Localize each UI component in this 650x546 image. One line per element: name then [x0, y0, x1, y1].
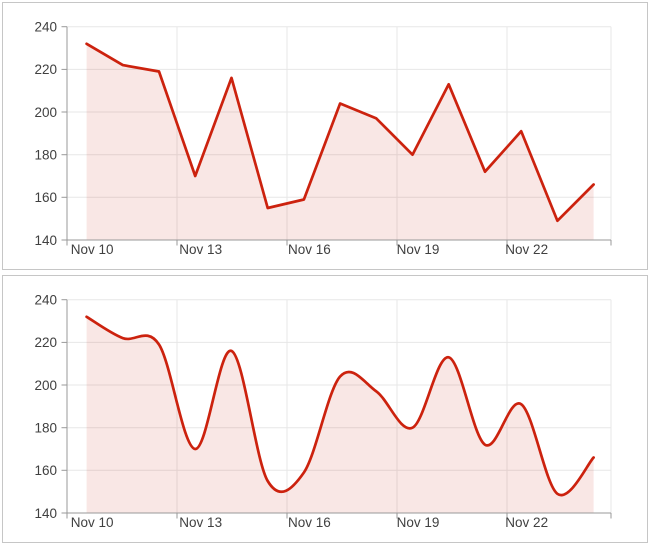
y-axis-tick-label: 220: [34, 62, 57, 77]
series-area-fill: [86, 316, 594, 513]
x-axis-tick-label: Nov 16: [288, 242, 331, 257]
x-axis-tick-label: Nov 16: [288, 515, 331, 530]
y-axis-tick-label: 180: [34, 148, 57, 163]
y-axis-tick-label: 240: [34, 20, 57, 35]
top-chart-panel: 140 160 180 200 220 240 Nov 10 Nov 13 Nov 16 Nov …: [2, 2, 648, 270]
y-axis-tick-label: 140: [34, 233, 57, 248]
x-axis-labels: Nov 10 Nov 13 Nov 16 Nov 19 Nov 22: [71, 242, 548, 257]
y-axis-tick-label: 240: [34, 293, 57, 308]
y-axis-tick-label: 220: [34, 335, 57, 350]
axes: [61, 299, 612, 519]
y-axis-tick-label: 180: [34, 421, 57, 436]
x-axis-tick-label: Nov 13: [179, 242, 222, 257]
y-axis-tick-label: 200: [34, 105, 57, 120]
x-axis-labels: Nov 10 Nov 13 Nov 16 Nov 19 Nov 22: [71, 515, 548, 530]
y-axis-labels: 140 160 180 200 220 240: [34, 20, 57, 248]
series-area-fill: [86, 43, 594, 240]
y-axis-tick-label: 140: [34, 506, 57, 521]
bottom-chart-panel: 140 160 180 200 220 240 Nov 10 Nov 13 Nov 16 Nov …: [2, 275, 648, 543]
gridlines: [67, 26, 612, 240]
y-axis-labels: 140 160 180 200 220 240: [34, 293, 57, 521]
x-axis-tick-label: Nov 10: [71, 242, 114, 257]
x-axis-tick-label: Nov 19: [397, 242, 440, 257]
y-axis-tick-label: 200: [34, 378, 57, 393]
y-axis-tick-label: 160: [34, 463, 57, 478]
x-axis-tick-label: Nov 22: [505, 515, 548, 530]
x-axis-tick-label: Nov 19: [397, 515, 440, 530]
series-line: [85, 42, 595, 223]
x-axis-tick-label: Nov 13: [179, 515, 222, 530]
y-axis-tick-label: 160: [34, 190, 57, 205]
x-axis-tick-label: Nov 22: [505, 242, 548, 257]
axes: [61, 26, 612, 246]
series-line: [85, 315, 595, 497]
x-axis-tick-label: Nov 10: [71, 515, 114, 530]
